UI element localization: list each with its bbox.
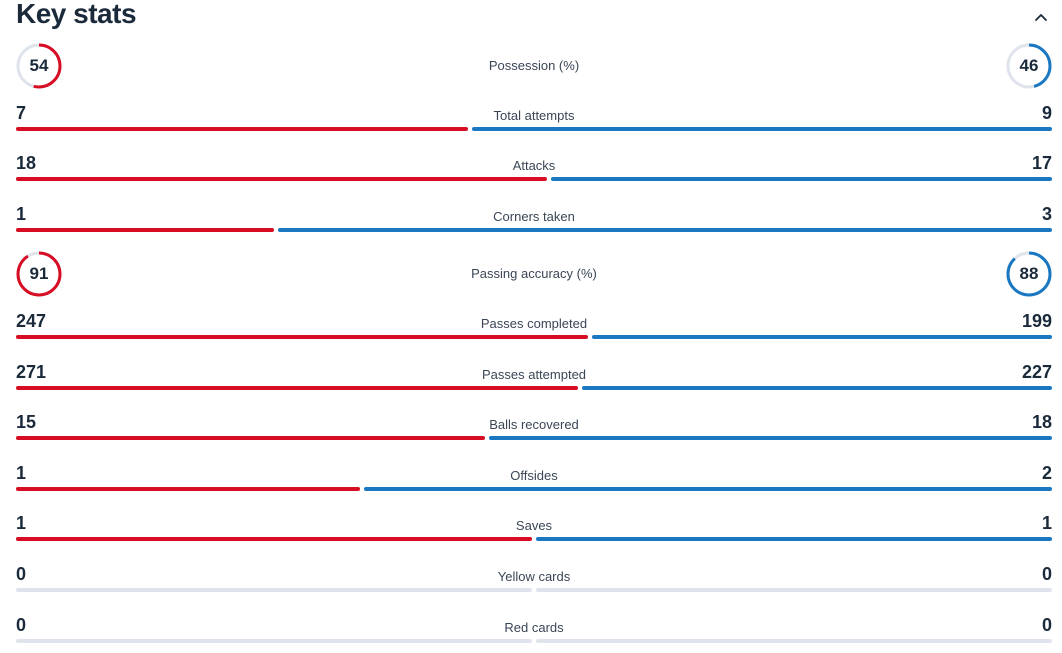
away-bar bbox=[536, 537, 1052, 541]
key-stats-header: Key stats bbox=[16, 0, 1052, 34]
away-value: 3 bbox=[1041, 204, 1052, 224]
home-value: 1 bbox=[16, 513, 27, 533]
away-bar bbox=[364, 487, 1052, 491]
home-bar bbox=[16, 436, 486, 440]
away-passing-accuracy-arc bbox=[1006, 251, 1052, 297]
stat-label: Possession (%) bbox=[488, 58, 580, 73]
away-value: 1 bbox=[1041, 513, 1052, 533]
away-possession-arc bbox=[1006, 43, 1052, 89]
stat-label: Red cards bbox=[504, 620, 564, 635]
home-value: 1 bbox=[16, 463, 27, 483]
away-value: 199 bbox=[1021, 311, 1052, 331]
stat-label: Balls recovered bbox=[489, 417, 579, 432]
away-bar bbox=[278, 228, 1052, 232]
away-bar bbox=[591, 335, 1052, 339]
home-passing-accuracy-value: 91 bbox=[29, 264, 49, 283]
stat-label: Yellow cards bbox=[497, 569, 571, 584]
collapse-button[interactable] bbox=[1030, 6, 1052, 28]
home-passing-accuracy-arc bbox=[16, 251, 62, 297]
away-possession-ring: 46 bbox=[1006, 43, 1052, 89]
home-bar bbox=[16, 228, 274, 232]
home-value: 1 bbox=[16, 204, 27, 224]
stat-row-passing-accuracy: 91 Passing accuracy (%) 88 bbox=[16, 251, 1052, 297]
stat-label: Passes attempted bbox=[481, 367, 587, 382]
home-possession-arc bbox=[16, 43, 62, 89]
away-passing-accuracy-ring: 88 bbox=[1006, 251, 1052, 297]
away-bar bbox=[536, 588, 1052, 592]
away-bar bbox=[550, 177, 1052, 181]
away-value: 2 bbox=[1041, 463, 1052, 483]
stat-label: Offsides bbox=[510, 468, 558, 483]
away-value: 0 bbox=[1041, 564, 1052, 584]
home-value: 18 bbox=[16, 153, 37, 173]
home-bar bbox=[16, 177, 547, 181]
home-bar bbox=[16, 487, 360, 491]
stat-label: Corners taken bbox=[493, 209, 575, 224]
away-value: 0 bbox=[1041, 615, 1052, 635]
stat-label: Passes completed bbox=[480, 316, 588, 331]
away-bar bbox=[489, 436, 1052, 440]
section-title: Key stats bbox=[16, 0, 137, 29]
home-passing-accuracy-ring: 91 bbox=[16, 251, 62, 297]
home-value: 7 bbox=[16, 103, 27, 123]
home-bar bbox=[16, 537, 532, 541]
home-value: 15 bbox=[16, 412, 37, 432]
home-bar bbox=[16, 639, 532, 643]
away-value: 9 bbox=[1041, 103, 1052, 123]
away-bar bbox=[471, 127, 1052, 131]
stat-label: Total attempts bbox=[493, 108, 575, 123]
away-bar bbox=[536, 639, 1052, 643]
home-bar bbox=[16, 386, 578, 390]
home-bar bbox=[16, 127, 468, 131]
home-possession-ring: 54 bbox=[16, 43, 62, 89]
away-value: 17 bbox=[1031, 153, 1052, 173]
home-value: 247 bbox=[16, 311, 47, 331]
chevron-up-icon bbox=[1035, 14, 1047, 21]
home-value: 0 bbox=[16, 564, 27, 584]
home-possession-value: 54 bbox=[29, 56, 49, 75]
home-value: 271 bbox=[16, 362, 47, 382]
home-value: 0 bbox=[16, 615, 27, 635]
away-value: 18 bbox=[1031, 412, 1052, 432]
home-bar bbox=[16, 588, 532, 592]
away-possession-value: 46 bbox=[1019, 56, 1039, 75]
away-bar bbox=[581, 386, 1052, 390]
home-bar bbox=[16, 335, 588, 339]
stat-label: Attacks bbox=[512, 158, 556, 173]
stat-label: Passing accuracy (%) bbox=[471, 266, 597, 281]
away-passing-accuracy-value: 88 bbox=[1019, 264, 1039, 283]
stat-row-possession: 54 Possession (%) 46 bbox=[16, 43, 1052, 89]
stat-label: Saves bbox=[515, 518, 553, 533]
away-value: 227 bbox=[1021, 362, 1052, 382]
